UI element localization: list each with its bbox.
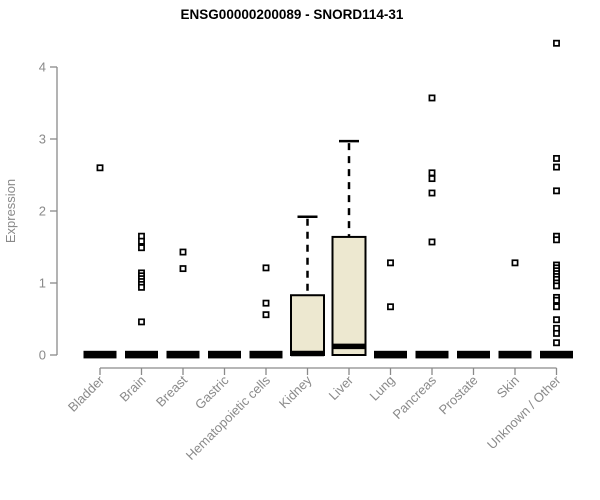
box-liver	[331, 235, 367, 356]
outlier-point-unknown-other	[553, 316, 560, 324]
outlier-point-brain	[138, 318, 145, 326]
flat-box-bladder	[83, 350, 117, 359]
x-axis-label-prostate: Prostate	[436, 373, 481, 418]
outlier-point-hematopoietic-cells	[262, 264, 270, 272]
y-axis-tick-label: 1	[39, 276, 46, 291]
flat-box-breast	[166, 350, 200, 359]
flat-box-hematopoietic-cells	[249, 350, 283, 359]
flat-box-prostate	[457, 350, 490, 359]
outlier-point-pancreas	[428, 175, 436, 183]
outlier-point-brain	[138, 237, 145, 245]
x-axis-label-brain: Brain	[117, 373, 149, 405]
outlier-point-unknown-other	[553, 282, 560, 290]
x-axis-label-gastric: Gastric	[192, 372, 232, 412]
outlier-point-breast	[179, 265, 187, 273]
y-axis-title: Expression	[3, 179, 18, 243]
outlier-point-pancreas	[428, 238, 436, 246]
x-axis-label-skin: Skin	[494, 373, 522, 401]
outlier-point-unknown-other	[553, 296, 560, 304]
outlier-point-skin	[511, 259, 519, 267]
y-axis-tick-label: 0	[39, 348, 46, 363]
flat-box-brain	[125, 350, 158, 359]
outlier-point-unknown-other	[553, 163, 560, 171]
outlier-point-unknown-other	[553, 303, 560, 311]
x-axis-label-liver: Liver	[326, 372, 357, 403]
flat-box-gastric	[208, 350, 241, 359]
x-axis-label-kidney: Kidney	[276, 372, 315, 411]
x-axis-label-pancreas: Pancreas	[390, 372, 440, 422]
flat-box-pancreas	[415, 350, 449, 359]
chart-title: ENSG00000200089 - SNORD114-31	[181, 7, 404, 22]
outlier-point-lung	[387, 303, 394, 311]
x-axis-label-unknown-other: Unknown / Other	[484, 372, 564, 452]
flat-box-lung	[374, 350, 407, 359]
outlier-point-unknown-other	[553, 329, 560, 337]
x-axis-label-breast: Breast	[153, 372, 190, 409]
outlier-point-lung	[387, 259, 394, 267]
flat-box-skin	[498, 350, 532, 359]
flat-box-unknown-other	[540, 350, 573, 359]
y-axis-tick-label: 2	[39, 204, 46, 219]
outlier-point-pancreas	[428, 94, 436, 102]
outlier-point-breast	[179, 248, 187, 256]
outlier-point-pancreas	[428, 169, 436, 177]
outlier-point-brain	[138, 283, 145, 291]
outlier-point-hematopoietic-cells	[262, 299, 270, 307]
x-axis-label-lung: Lung	[367, 373, 398, 404]
outlier-point-unknown-other	[553, 339, 560, 347]
x-axis-label-bladder: Bladder	[65, 372, 108, 415]
outlier-point-bladder	[96, 164, 104, 172]
box-kidney	[290, 294, 325, 356]
outlier-point-pancreas	[428, 189, 436, 197]
outlier-point-unknown-other	[553, 39, 560, 47]
y-axis-tick-label: 3	[39, 132, 46, 147]
outlier-point-unknown-other	[553, 236, 560, 244]
outlier-point-brain	[138, 244, 145, 252]
outlier-point-unknown-other	[553, 187, 560, 195]
outlier-point-unknown-other	[553, 154, 560, 162]
y-axis-tick-label: 4	[39, 60, 46, 75]
outlier-point-hematopoietic-cells	[262, 311, 270, 319]
